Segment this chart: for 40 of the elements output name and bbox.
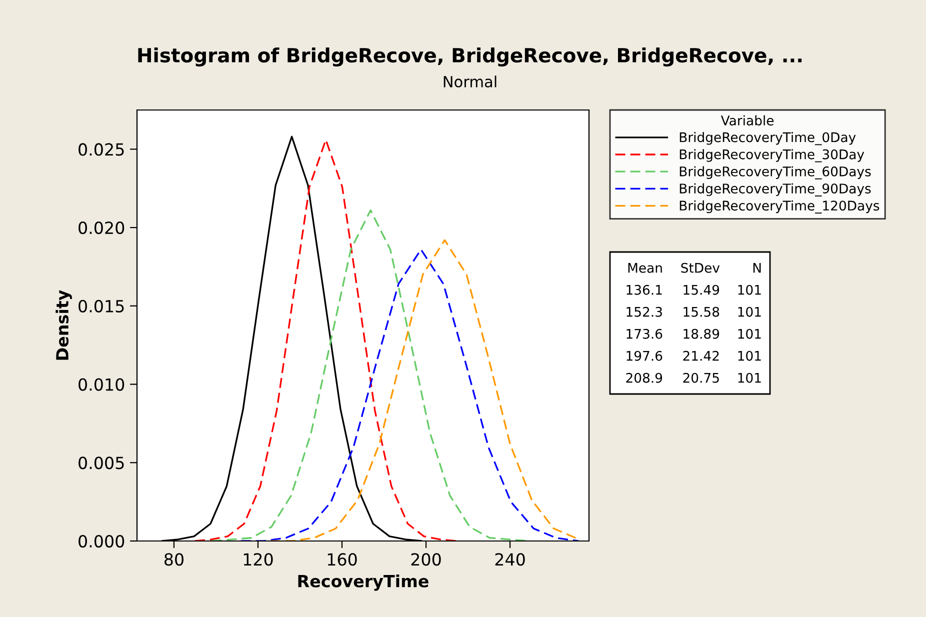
text: N <box>753 263 761 273</box>
text: 101 <box>738 350 761 361</box>
legend-label: BridgeRecoveryTime_90Days <box>680 183 871 196</box>
legend-label: BridgeRecoveryTime_30Day <box>680 149 864 162</box>
y-tick-label: 0.015 <box>78 300 124 312</box>
x-axis-title: RecoveryTime <box>298 574 428 591</box>
legend-title: Variable <box>720 115 774 126</box>
text: 101 <box>738 284 761 295</box>
x-tick-label: 200 <box>411 553 441 566</box>
y-tick-label: 0.010 <box>78 378 124 391</box>
line-series <box>194 138 458 541</box>
y-tick-label: 0.020 <box>78 222 124 234</box>
y-tick-label: 0.005 <box>78 456 124 470</box>
text: 21.42 <box>683 350 719 361</box>
text: 136.1 <box>626 284 662 295</box>
text: StDev <box>681 262 720 273</box>
text: 18.89 <box>684 328 720 339</box>
text: 208.9 <box>626 372 662 383</box>
text: 152.3 <box>626 306 662 317</box>
text: 101 <box>738 328 761 339</box>
x-tick-label: 240 <box>495 553 525 566</box>
text: 15.58 <box>684 306 720 317</box>
chart-title: Histogram of BridgeRecove, BridgeRecove, BridgeRecove, ... <box>138 48 802 66</box>
text: 101 <box>738 372 761 383</box>
y-axis-title: Density <box>56 290 72 360</box>
chart-subtitle: Normal <box>444 76 496 88</box>
text: 173.6 <box>626 328 662 339</box>
x-tick-label: 80 <box>164 553 184 566</box>
text: 20.75 <box>683 372 719 383</box>
y-tick-label: 0.025 <box>78 143 124 156</box>
legend-label: BridgeRecoveryTime_60Days <box>680 166 871 180</box>
x-tick-label: 120 <box>244 553 273 566</box>
y-tick-label: 0.000 <box>78 534 124 548</box>
text: 15.49 <box>684 284 720 295</box>
x-tick-label: 160 <box>328 553 357 566</box>
legend-label: BridgeRecoveryTime_0Day <box>680 132 856 146</box>
legend-label: BridgeRecoveryTime_120Days <box>680 200 880 214</box>
text: Mean <box>628 263 662 273</box>
text: 101 <box>738 306 761 317</box>
text: 197.6 <box>626 350 662 361</box>
